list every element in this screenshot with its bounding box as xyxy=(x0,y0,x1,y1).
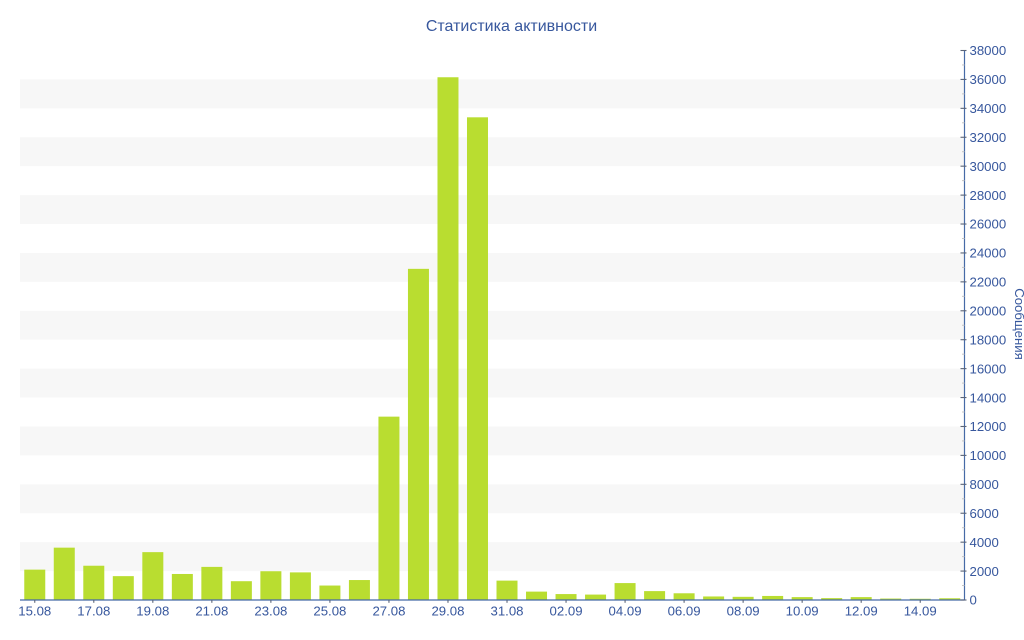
svg-text:10.09: 10.09 xyxy=(786,603,819,618)
svg-text:22000: 22000 xyxy=(970,275,1007,290)
svg-text:26000: 26000 xyxy=(970,217,1007,232)
svg-text:17.08: 17.08 xyxy=(77,603,110,618)
svg-text:12.09: 12.09 xyxy=(845,603,878,618)
svg-text:10000: 10000 xyxy=(970,448,1007,463)
svg-text:28000: 28000 xyxy=(970,188,1007,203)
svg-text:30000: 30000 xyxy=(970,159,1007,174)
svg-text:38000: 38000 xyxy=(970,43,1007,58)
svg-text:27.08: 27.08 xyxy=(372,603,405,618)
svg-text:24000: 24000 xyxy=(970,246,1007,261)
svg-text:14.09: 14.09 xyxy=(904,603,937,618)
svg-text:21.08: 21.08 xyxy=(195,603,228,618)
svg-text:12000: 12000 xyxy=(970,419,1007,434)
svg-text:04.09: 04.09 xyxy=(609,603,642,618)
svg-text:2000: 2000 xyxy=(970,564,999,579)
svg-text:15.08: 15.08 xyxy=(18,603,51,618)
svg-text:31.08: 31.08 xyxy=(491,603,524,618)
svg-text:0: 0 xyxy=(970,593,977,608)
svg-text:6000: 6000 xyxy=(970,506,999,521)
svg-text:23.08: 23.08 xyxy=(254,603,287,618)
svg-text:16000: 16000 xyxy=(970,361,1007,376)
svg-text:20000: 20000 xyxy=(970,303,1007,318)
svg-text:19.08: 19.08 xyxy=(136,603,169,618)
svg-text:Сообщения: Сообщения xyxy=(1012,288,1024,360)
svg-text:4000: 4000 xyxy=(970,535,999,550)
svg-text:36000: 36000 xyxy=(970,72,1007,87)
svg-text:Статистика активности: Статистика активности xyxy=(426,18,597,35)
svg-text:02.09: 02.09 xyxy=(550,603,583,618)
svg-text:32000: 32000 xyxy=(970,130,1007,145)
svg-text:18000: 18000 xyxy=(970,332,1007,347)
svg-text:08.09: 08.09 xyxy=(727,603,760,618)
svg-text:34000: 34000 xyxy=(970,101,1007,116)
svg-text:8000: 8000 xyxy=(970,477,999,492)
svg-text:14000: 14000 xyxy=(970,390,1007,405)
svg-text:29.08: 29.08 xyxy=(431,603,464,618)
svg-text:06.09: 06.09 xyxy=(668,603,701,618)
svg-text:25.08: 25.08 xyxy=(313,603,346,618)
